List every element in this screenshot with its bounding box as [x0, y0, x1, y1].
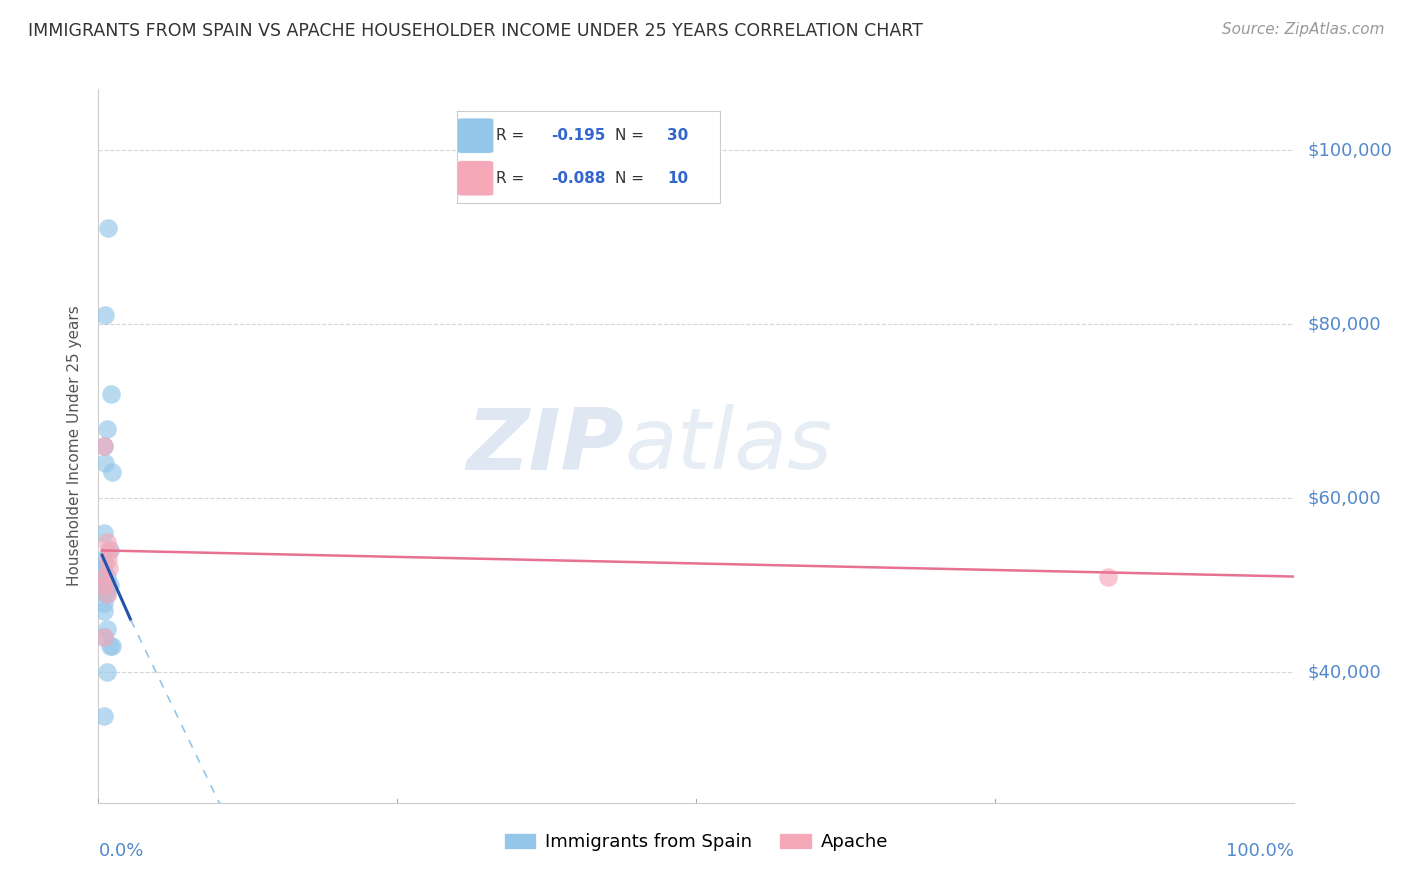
Text: $40,000: $40,000	[1308, 664, 1381, 681]
Point	[100, 386, 122, 401]
Point	[93, 439, 115, 453]
Point	[96, 665, 118, 680]
Legend: Immigrants from Spain, Apache: Immigrants from Spain, Apache	[496, 825, 896, 858]
Point	[93, 569, 115, 583]
Point	[94, 457, 117, 471]
Text: 100.0%: 100.0%	[1226, 842, 1294, 860]
Text: IMMIGRANTS FROM SPAIN VS APACHE HOUSEHOLDER INCOME UNDER 25 YEARS CORRELATION CH: IMMIGRANTS FROM SPAIN VS APACHE HOUSEHOL…	[28, 22, 922, 40]
Point	[97, 221, 120, 235]
Point	[93, 631, 115, 645]
Point	[96, 534, 118, 549]
Point	[93, 596, 115, 610]
Point	[93, 569, 115, 583]
Point	[96, 578, 118, 592]
Point	[97, 543, 120, 558]
Text: $100,000: $100,000	[1308, 141, 1392, 159]
Point	[101, 465, 124, 479]
Point	[93, 526, 115, 541]
Point	[98, 639, 121, 653]
Text: atlas: atlas	[624, 404, 832, 488]
Text: $80,000: $80,000	[1308, 315, 1381, 334]
Point	[91, 561, 114, 575]
Y-axis label: Householder Income Under 25 years: Householder Income Under 25 years	[67, 306, 83, 586]
Point	[93, 604, 115, 618]
Point	[93, 631, 115, 645]
Point	[97, 552, 120, 566]
Text: $60,000: $60,000	[1308, 489, 1381, 508]
Point	[96, 587, 118, 601]
Point	[93, 552, 115, 566]
Point	[101, 639, 124, 653]
Point	[94, 587, 117, 601]
Point	[91, 561, 114, 575]
Point	[98, 578, 121, 592]
Point	[1097, 569, 1119, 583]
Point	[93, 578, 115, 592]
Text: Source: ZipAtlas.com: Source: ZipAtlas.com	[1222, 22, 1385, 37]
Text: 0.0%: 0.0%	[98, 842, 143, 860]
Point	[98, 543, 121, 558]
Point	[96, 569, 118, 583]
Point	[93, 578, 115, 592]
Point	[94, 309, 117, 323]
Point	[93, 569, 115, 583]
Point	[91, 561, 114, 575]
Point	[93, 439, 115, 453]
Point	[91, 569, 114, 583]
Point	[93, 708, 115, 723]
Point	[96, 421, 118, 435]
Point	[96, 622, 118, 636]
Text: ZIP: ZIP	[467, 404, 624, 488]
Point	[97, 561, 120, 575]
Point	[96, 587, 118, 601]
